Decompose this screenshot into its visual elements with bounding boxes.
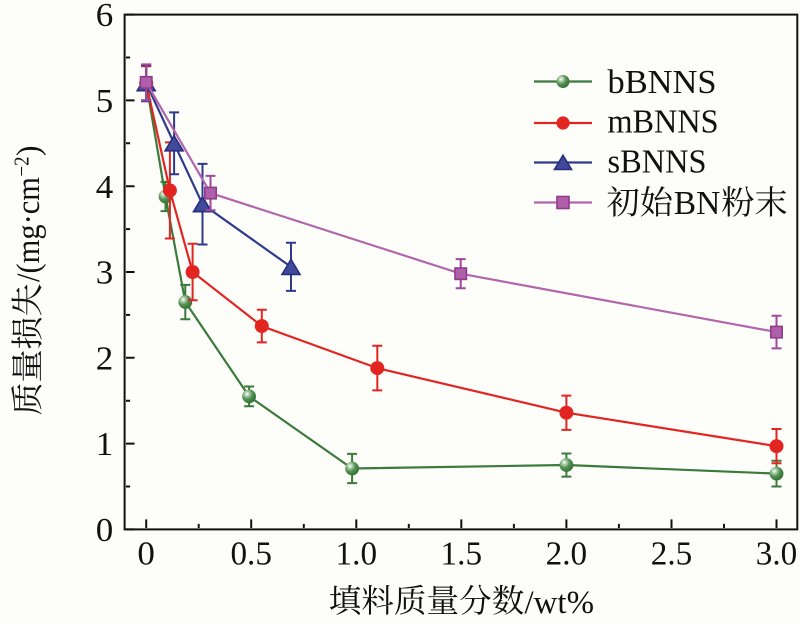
svg-text:0: 0: [137, 536, 155, 573]
svg-text:1.0: 1.0: [336, 536, 378, 573]
svg-text:3.0: 3.0: [756, 536, 798, 573]
svg-text:0.5: 0.5: [230, 536, 272, 573]
svg-text:2: 2: [96, 340, 114, 377]
svg-text:0: 0: [96, 512, 114, 549]
svg-text:2.5: 2.5: [651, 536, 693, 573]
svg-text:3: 3: [96, 255, 114, 292]
svg-text:2.0: 2.0: [546, 536, 588, 573]
svg-text:BN: BN: [674, 185, 721, 222]
svg-text:6: 6: [96, 0, 114, 34]
svg-text:): ): [11, 146, 47, 157]
svg-text:sBNNS: sBNNS: [608, 144, 707, 181]
svg-text:/(mg·cm: /(mg·cm: [11, 177, 47, 282]
svg-text:4: 4: [96, 169, 114, 206]
svg-text:mBNNS: mBNNS: [608, 103, 719, 140]
svg-text:/wt%: /wt%: [525, 585, 595, 621]
svg-text:1.5: 1.5: [441, 536, 483, 573]
svg-text:−2: −2: [10, 157, 34, 177]
svg-text:1: 1: [96, 426, 114, 463]
svg-text:5: 5: [96, 83, 114, 120]
svg-text:bBNNS: bBNNS: [608, 64, 717, 101]
